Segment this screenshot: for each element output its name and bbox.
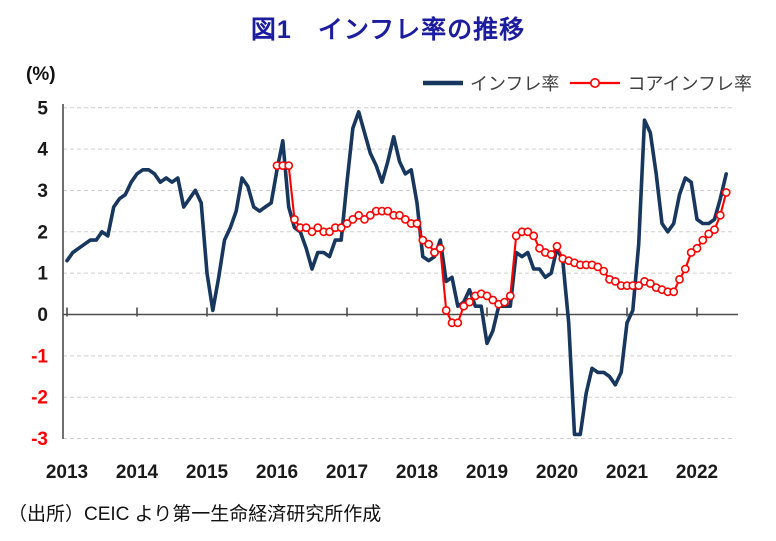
x-tick-label: 2016 bbox=[256, 462, 298, 483]
core-marker bbox=[290, 214, 299, 224]
y-tick-label: 4 bbox=[37, 140, 48, 161]
core-marker bbox=[465, 297, 474, 307]
core-marker bbox=[430, 248, 439, 257]
y-tick-label: 0 bbox=[37, 305, 48, 326]
core-marker bbox=[552, 241, 562, 251]
legend-item-inflation: インフレ率 bbox=[422, 70, 559, 96]
core-marker bbox=[348, 214, 358, 224]
core-marker bbox=[412, 219, 422, 228]
core-marker bbox=[301, 223, 311, 233]
x-tick-label: 2021 bbox=[606, 462, 649, 483]
legend-item-core-inflation: コアインフレ率 bbox=[569, 70, 752, 96]
core-marker bbox=[593, 262, 603, 272]
core-marker bbox=[715, 210, 725, 220]
source-note: （出所）CEIC より第一生命経済研究所作成 bbox=[8, 504, 382, 525]
legend-label-inflation: インフレ率 bbox=[469, 74, 560, 94]
core-marker bbox=[634, 281, 644, 290]
legend: インフレ率 コアインフレ率 bbox=[422, 70, 752, 96]
core-marker bbox=[360, 214, 369, 224]
core-marker bbox=[383, 206, 393, 216]
x-tick-label: 2018 bbox=[396, 462, 438, 483]
core-marker bbox=[645, 279, 655, 288]
core-marker bbox=[284, 161, 294, 170]
core-marker bbox=[500, 297, 509, 307]
core-marker bbox=[669, 287, 679, 297]
core-marker bbox=[336, 223, 346, 233]
core-marker bbox=[721, 188, 731, 197]
core-marker bbox=[523, 227, 533, 237]
y-tick-label: -2 bbox=[31, 388, 48, 409]
core-marker bbox=[441, 305, 451, 315]
core-marker bbox=[459, 301, 469, 311]
core-marker bbox=[354, 210, 364, 220]
core-marker bbox=[313, 223, 323, 233]
core-marker bbox=[488, 295, 498, 305]
core-marker bbox=[704, 229, 714, 239]
core-marker bbox=[710, 225, 719, 235]
core-marker bbox=[680, 264, 690, 274]
x-tick-label: 2015 bbox=[186, 462, 229, 483]
x-tick-label: 2022 bbox=[676, 462, 718, 483]
core-marker bbox=[395, 210, 404, 220]
core-marker bbox=[365, 210, 375, 220]
core-marker bbox=[435, 243, 445, 253]
core-marker bbox=[529, 231, 539, 241]
x-tick-label: 2019 bbox=[466, 462, 508, 483]
y-tick-label: 1 bbox=[37, 264, 48, 285]
core-marker bbox=[424, 239, 434, 249]
chart-title: 図1 インフレ率の推移 bbox=[250, 16, 526, 44]
x-tick-label: 2013 bbox=[46, 462, 88, 483]
x-tick-label: 2014 bbox=[116, 462, 159, 483]
series-inflation-line bbox=[65, 110, 729, 437]
core-inflation-line-swatch-icon bbox=[570, 78, 621, 88]
core-marker bbox=[325, 227, 334, 237]
core-marker bbox=[535, 243, 544, 253]
core-marker bbox=[599, 266, 609, 276]
core-marker bbox=[400, 214, 410, 224]
y-tick-label: 5 bbox=[37, 98, 48, 119]
y-tick-label: 2 bbox=[37, 222, 48, 243]
x-tick-label: 2017 bbox=[326, 462, 368, 483]
y-axis-unit-label: (%) bbox=[26, 64, 56, 85]
core-marker bbox=[546, 250, 556, 259]
core-marker bbox=[307, 227, 317, 237]
core-marker bbox=[675, 274, 684, 284]
core-marker bbox=[418, 235, 428, 245]
core-marker bbox=[698, 235, 708, 245]
legend-label-core-inflation: コアインフレ率 bbox=[627, 74, 752, 94]
inflation-line-swatch-icon bbox=[422, 80, 463, 86]
y-tick-label: -3 bbox=[31, 429, 48, 450]
y-tick-label: 3 bbox=[37, 181, 48, 202]
core-marker bbox=[342, 219, 352, 228]
core-marker bbox=[511, 231, 521, 241]
core-marker bbox=[692, 243, 702, 253]
core-marker bbox=[453, 318, 463, 328]
core-marker bbox=[482, 291, 492, 301]
x-tick-label: 2020 bbox=[536, 462, 578, 483]
y-tick-label: -1 bbox=[31, 346, 48, 367]
core-marker bbox=[505, 291, 515, 301]
core-marker bbox=[610, 276, 620, 286]
core-marker bbox=[686, 248, 696, 257]
